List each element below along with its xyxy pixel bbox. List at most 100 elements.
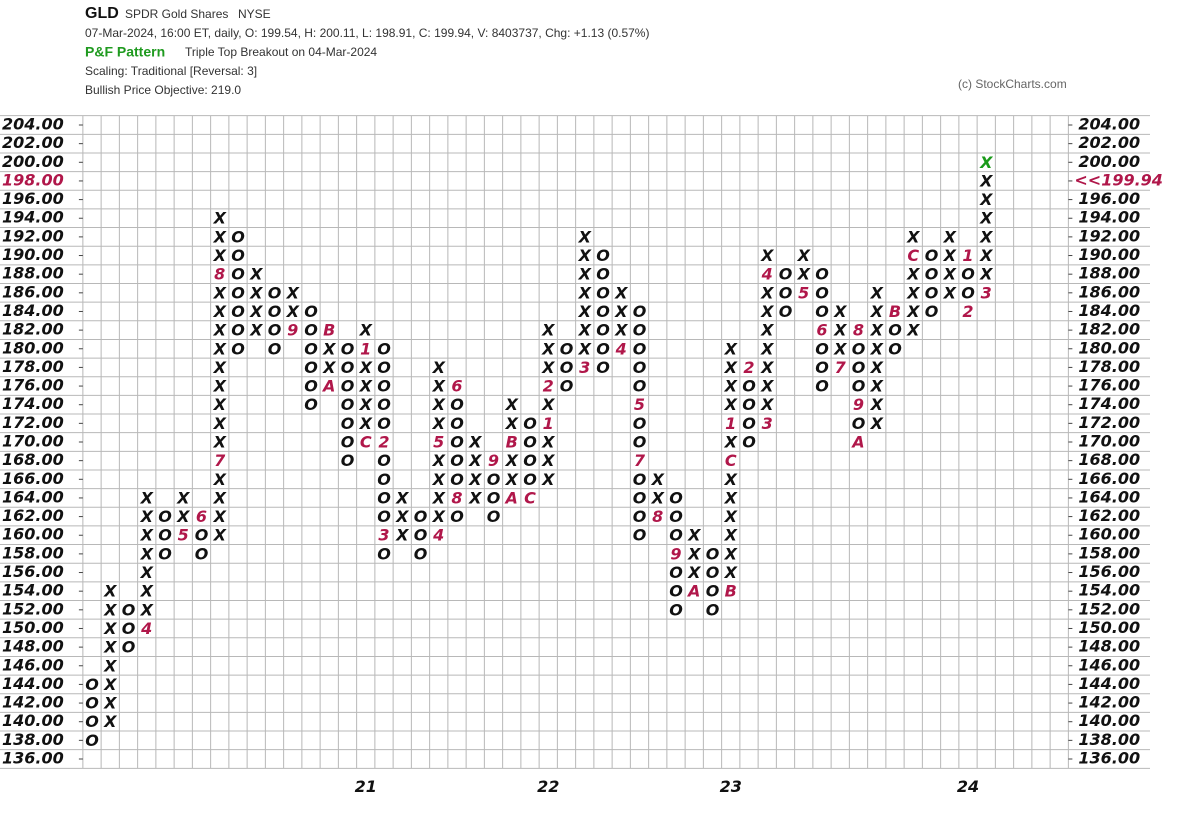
credit: (c) StockCharts.com <box>958 77 1067 91</box>
x-box: X <box>213 283 227 302</box>
o-box: O <box>706 600 720 619</box>
x-box: X <box>103 694 117 713</box>
x-box: X <box>797 246 811 265</box>
x-box: X <box>614 321 628 340</box>
o-box: O <box>231 321 245 340</box>
y-tick-label-right: 166.00 <box>1078 469 1140 488</box>
o-box: O <box>85 675 99 694</box>
x-box: X <box>322 358 336 377</box>
x-box: X <box>468 451 482 470</box>
month-marker: 4 <box>140 619 152 638</box>
y-tick-label: 202.00 <box>2 133 64 152</box>
x-box: X <box>578 302 592 321</box>
o-box: O <box>925 246 939 265</box>
x-box: X <box>870 395 884 414</box>
o-box: O <box>304 377 318 396</box>
o-box: O <box>122 638 136 657</box>
o-box: O <box>633 321 647 340</box>
x-box: X <box>213 414 227 433</box>
y-tick-label: 140.00 <box>2 711 64 730</box>
o-box: O <box>596 302 610 321</box>
month-marker: 2 <box>543 377 554 396</box>
month-marker: B <box>323 321 335 340</box>
x-box: X <box>687 544 701 563</box>
o-box: O <box>450 470 464 489</box>
x-box: X <box>213 526 227 545</box>
y-tick-label: 154.00 <box>2 581 64 600</box>
y-tick-label: 188.00 <box>2 264 64 283</box>
y-tick-label: 146.00 <box>2 655 64 674</box>
o-box: O <box>158 544 172 563</box>
month-marker: C <box>725 451 737 470</box>
x-box: X <box>724 470 738 489</box>
x-box: X <box>249 265 263 284</box>
y-tick-label: 162.00 <box>2 506 64 525</box>
o-box: O <box>341 433 355 452</box>
x-box: X <box>760 377 774 396</box>
month-marker: 6 <box>451 377 462 396</box>
x-box: X <box>468 488 482 507</box>
o-box: O <box>852 377 866 396</box>
x-box: X <box>906 283 920 302</box>
x-box: X <box>176 507 190 526</box>
o-box: O <box>669 488 683 507</box>
y-tick-label: 152.00 <box>2 599 64 618</box>
month-marker: 8 <box>214 265 225 284</box>
y-tick-label-right: 152.00 <box>1078 599 1140 618</box>
x-box: X <box>760 302 774 321</box>
x-box: X <box>213 302 227 321</box>
month-marker: A <box>850 433 864 452</box>
o-box: O <box>815 377 829 396</box>
x-box: X <box>724 563 738 582</box>
o-box: O <box>231 339 245 358</box>
x-box: X <box>870 414 884 433</box>
o-box: O <box>414 544 428 563</box>
x-box: X <box>578 265 592 284</box>
y-tick-label-right: 174.00 <box>1078 394 1140 413</box>
o-box: O <box>85 694 99 713</box>
o-box: O <box>961 265 975 284</box>
o-box: O <box>706 582 720 601</box>
x-box: X <box>213 488 227 507</box>
x-box: X <box>395 488 409 507</box>
month-marker: C <box>360 433 372 452</box>
x-box: X <box>906 302 920 321</box>
y-tick-label-right: 186.00 <box>1078 282 1140 301</box>
y-tick-label-right: 204.00 <box>1078 115 1140 134</box>
o-box: O <box>633 302 647 321</box>
y-tick-label: 168.00 <box>2 450 64 469</box>
o-box: O <box>925 265 939 284</box>
o-box: O <box>523 414 537 433</box>
scaling: Scaling: Traditional [Reversal: 3] <box>85 64 257 78</box>
y-tick-label-right: 178.00 <box>1078 357 1140 376</box>
y-tick-label-right: 184.00 <box>1078 301 1140 320</box>
y-tick-label-right: 158.00 <box>1078 543 1140 562</box>
o-box: O <box>706 544 720 563</box>
y-tick-label-right: 162.00 <box>1078 506 1140 525</box>
x-box: X <box>541 433 555 452</box>
x-box: X <box>213 321 227 340</box>
x-box: X <box>979 227 993 246</box>
o-box: O <box>195 526 209 545</box>
x-box: X <box>979 190 993 209</box>
x-box: X <box>724 526 738 545</box>
x-box: X <box>213 470 227 489</box>
x-box: X <box>943 283 957 302</box>
month-marker: 7 <box>634 451 646 470</box>
month-marker: 6 <box>816 321 827 340</box>
x-box: X <box>578 339 592 358</box>
x-box: X <box>578 321 592 340</box>
x-box: X <box>103 619 117 638</box>
month-marker: 5 <box>798 283 809 302</box>
o-box: O <box>231 246 245 265</box>
x-box: X <box>760 339 774 358</box>
month-marker: 3 <box>378 526 389 545</box>
x-box: X <box>541 358 555 377</box>
y-tick-label: 156.00 <box>2 562 64 581</box>
y-tick-label: 142.00 <box>2 693 64 712</box>
x-box: X <box>724 544 738 563</box>
x-box: X <box>286 302 300 321</box>
month-marker: 5 <box>634 395 645 414</box>
month-marker: A <box>321 377 335 396</box>
month-marker: 8 <box>853 321 864 340</box>
